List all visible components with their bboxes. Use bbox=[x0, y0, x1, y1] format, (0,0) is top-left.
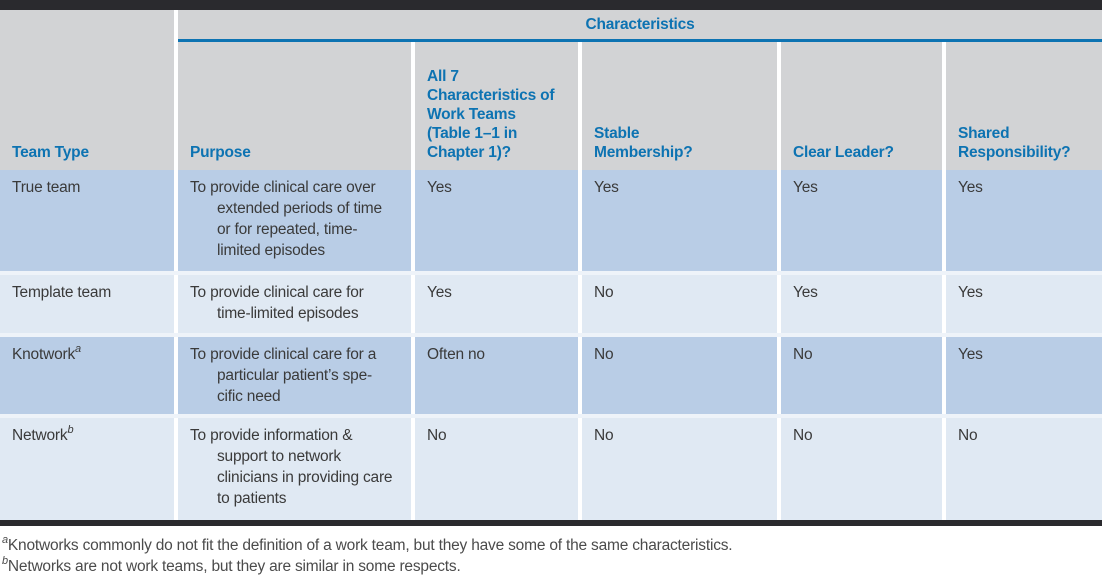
table-row: Knotworka To provide clinical care for a… bbox=[0, 337, 1102, 418]
column-header-team-type: Team Type bbox=[0, 10, 174, 170]
footnote-marker: b bbox=[67, 423, 74, 436]
purpose-text: To provide information & support to netw… bbox=[190, 427, 393, 507]
cell-stable-membership: No bbox=[578, 418, 777, 520]
column-header-shared-responsibility: Shared Responsibility? bbox=[942, 42, 1102, 170]
sub-header-row: Purpose All 7 Characteristics of Work Te… bbox=[178, 42, 1102, 170]
purpose-text: To provide clinical care for a particula… bbox=[190, 346, 377, 405]
cell-clear-leader: No bbox=[777, 337, 942, 414]
cell-shared-responsibility: Yes bbox=[942, 337, 1102, 414]
footnote-marker: a bbox=[75, 342, 81, 355]
cell-clear-leader: Yes bbox=[777, 170, 942, 271]
characteristics-group: Characteristics Purpose All 7 Characteri… bbox=[174, 10, 1102, 170]
cell-team-type: Networkb bbox=[0, 418, 174, 520]
column-header-all7: All 7 Characteristics of Work Teams (Tab… bbox=[411, 42, 578, 170]
table-bottom-rule bbox=[0, 520, 1102, 526]
team-type-label: True team bbox=[12, 179, 81, 196]
cell-purpose: To provide clinical care over extended p… bbox=[174, 170, 411, 271]
characteristics-band: Characteristics bbox=[178, 10, 1102, 42]
column-header-purpose: Purpose bbox=[178, 42, 411, 170]
cell-stable-membership: No bbox=[578, 275, 777, 333]
cell-purpose: To provide information & support to netw… bbox=[174, 418, 411, 520]
column-header-label: Shared Responsibility? bbox=[958, 125, 1071, 161]
table-header: Team Type Characteristics Purpose All 7 … bbox=[0, 10, 1102, 170]
cell-all7: Yes bbox=[411, 275, 578, 333]
cell-shared-responsibility: Yes bbox=[942, 275, 1102, 333]
column-header-stable-membership: Stable Membership? bbox=[578, 42, 777, 170]
footnote-marker: b bbox=[2, 554, 8, 567]
footnote: bNetworks are not work teams, but they a… bbox=[2, 554, 1102, 577]
team-type-label: Network bbox=[12, 427, 68, 444]
cell-purpose: To provide clinical care for a particula… bbox=[174, 337, 411, 414]
column-header-label: Team Type bbox=[12, 144, 89, 161]
cell-team-type: Knotworka bbox=[0, 337, 174, 414]
table-row: True team To provide clinical care over … bbox=[0, 170, 1102, 275]
cell-purpose: To provide clinical care for time-limite… bbox=[174, 275, 411, 333]
column-header-label: All 7 Characteristics of Work Teams (Tab… bbox=[427, 68, 555, 161]
team-type-label: Knotwork bbox=[12, 346, 76, 363]
table-row: Template team To provide clinical care f… bbox=[0, 275, 1102, 337]
cell-stable-membership: No bbox=[578, 337, 777, 414]
table-top-rule bbox=[0, 0, 1102, 10]
column-header-label: Stable Membership? bbox=[594, 125, 693, 161]
column-header-label: Clear Leader? bbox=[793, 144, 894, 161]
cell-team-type: True team bbox=[0, 170, 174, 271]
column-header-clear-leader: Clear Leader? bbox=[777, 42, 942, 170]
table-row: Networkb To provide information & suppor… bbox=[0, 418, 1102, 520]
cell-all7: Yes bbox=[411, 170, 578, 271]
characteristics-title: Characteristics bbox=[585, 15, 695, 33]
purpose-text: To provide clinical care over extended p… bbox=[190, 179, 382, 259]
cell-all7: Often no bbox=[411, 337, 578, 414]
footnote-text: Networks are not work teams, but they ar… bbox=[7, 558, 461, 575]
cell-stable-membership: Yes bbox=[578, 170, 777, 271]
cell-clear-leader: Yes bbox=[777, 275, 942, 333]
cell-shared-responsibility: No bbox=[942, 418, 1102, 520]
column-header-label: Purpose bbox=[190, 144, 251, 161]
footnotes: aKnotworks commonly do not fit the defin… bbox=[0, 526, 1102, 577]
cell-all7: No bbox=[411, 418, 578, 520]
cell-team-type: Template team bbox=[0, 275, 174, 333]
footnote-text: Knotworks commonly do not fit the defini… bbox=[7, 537, 733, 554]
cell-clear-leader: No bbox=[777, 418, 942, 520]
footnote-marker: a bbox=[2, 533, 8, 546]
purpose-text: To provide clinical care for time-limite… bbox=[190, 284, 364, 322]
footnote: aKnotworks commonly do not fit the defin… bbox=[2, 533, 1102, 556]
cell-shared-responsibility: Yes bbox=[942, 170, 1102, 271]
team-type-label: Template team bbox=[12, 284, 112, 301]
